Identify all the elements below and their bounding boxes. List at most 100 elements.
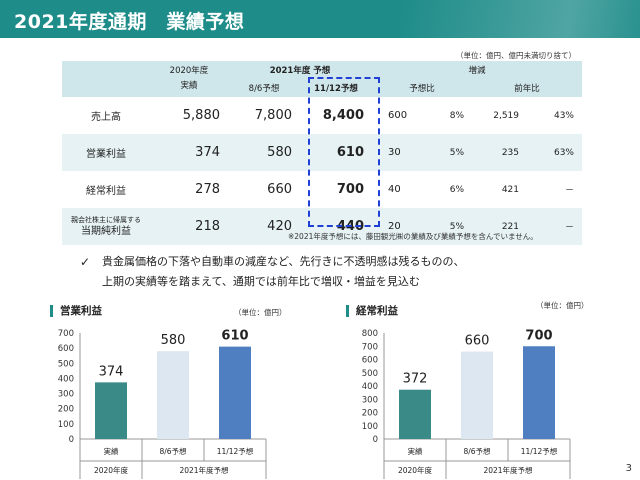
cell-prev: 5,880	[182, 108, 220, 123]
y-tick-label: 200	[58, 405, 74, 415]
header-forecast-nov: 11/12予想	[300, 79, 372, 97]
cell-diff-prev-year: 221	[472, 208, 527, 245]
header-empty-cell	[62, 61, 150, 97]
bar	[219, 346, 251, 439]
cell-aug: 7,800	[254, 108, 292, 123]
row-label-net-income: 親会社株主に帰属する 当期純利益	[62, 208, 150, 245]
y-tick-label: 700	[362, 342, 378, 352]
commentary-line-2: 上期の実績等を踏まえて、通期では前年比で増収・増益を見込む	[102, 275, 420, 288]
header-forecast-aug: 8/6予想	[228, 79, 300, 97]
table-row-ordinary-profit: 経常利益 278 660 700 40 6% 421 －	[62, 171, 582, 208]
cell-aug: 420	[228, 208, 300, 245]
bar-value-label: 374	[99, 364, 124, 379]
slide-header: 2021年度通期 業績予想	[0, 0, 640, 38]
cell-pct-forecast: 6%	[449, 184, 464, 195]
cell-nov: 610	[300, 134, 372, 171]
chart-unit-ordinary-profit: （単位：億円）	[536, 301, 589, 310]
row-label: 売上高	[91, 112, 121, 123]
cell-pct-forecast: 5%	[422, 208, 472, 245]
bar	[461, 351, 493, 439]
header-decoration	[400, 0, 640, 38]
highlight-dashed-box	[308, 77, 380, 227]
header-prev-year-line1: 2020年度	[169, 66, 209, 76]
y-tick-label: 300	[58, 390, 74, 400]
y-tick-label: 600	[58, 344, 74, 354]
cell-diff-forecast: 30	[372, 134, 422, 171]
y-tick-label: 100	[58, 420, 74, 430]
header-vs-prev-year: 前年比	[472, 79, 582, 97]
cell-diff-prev-year: 2,519	[493, 110, 519, 121]
y-tick-label: 400	[362, 382, 378, 392]
cell-diff-prev-year: 235	[472, 134, 527, 171]
bar-value-label: 660	[465, 334, 490, 349]
cell-pct-prev-year: 63%	[527, 134, 582, 171]
x-category-label: 8/6予想	[463, 446, 491, 456]
x-category-label: 実績	[104, 446, 119, 456]
table-header-row-2: 8/6予想 11/12予想 予想比 前年比	[62, 79, 582, 97]
table-row-net-income: 親会社株主に帰属する 当期純利益 218 420 440 20 5% 221 －	[62, 208, 582, 245]
cell-diff-forecast: 20	[372, 208, 422, 245]
cell-pct-prev-year: －	[527, 208, 582, 245]
bar	[523, 346, 555, 439]
checkmark-icon: ✓	[80, 255, 91, 269]
cell-prev: 374	[150, 134, 228, 171]
chart-title-ordinary-profit: 経常利益	[346, 305, 398, 317]
y-tick-label: 0	[373, 435, 378, 445]
cell-pct-prev-year: －	[564, 186, 574, 196]
bar-value-label: 700	[525, 328, 552, 343]
x-group-label: 2020年度	[398, 465, 433, 475]
x-group-label: 2021年度予想	[483, 465, 533, 475]
table-header-row-1: 2020年度 実績 2021年度 予想 増減	[62, 61, 582, 97]
y-tick-label: 100	[362, 422, 378, 432]
y-tick-label: 500	[362, 369, 378, 379]
cell-pct-forecast: 5%	[422, 134, 472, 171]
slide-title: 2021年度通期 業績予想	[14, 11, 245, 33]
ordinary-profit-chart: 0 100 200 300 400 500 600 700 800 372 実績 660 8/6予想 70…	[362, 328, 571, 479]
cell-nov: 8,400	[322, 108, 364, 123]
bar	[95, 382, 127, 439]
cell-aug: 660	[267, 182, 292, 197]
cell-diff-forecast: 600	[388, 110, 408, 121]
cell-diff-prev-year: 421	[501, 184, 519, 195]
header-forecast-group: 2021年度 予想	[228, 61, 372, 79]
header-change-group: 増減	[372, 61, 582, 79]
commentary: ✓ 貴金属価格の下落や自動車の減産など、先行きに不透明感は残るものの、 上期の実…	[80, 252, 464, 292]
x-category-label: 11/12予想	[521, 446, 558, 456]
y-tick-label: 400	[58, 374, 74, 384]
y-tick-label: 0	[69, 435, 74, 445]
cell-nov: 700	[336, 182, 364, 197]
row-label: 営業利益	[62, 134, 150, 171]
bar	[157, 351, 189, 439]
x-category-label: 実績	[408, 446, 423, 456]
y-tick-label: 700	[58, 329, 74, 339]
cell-pct-forecast: 8%	[449, 110, 464, 121]
bar-value-label: 610	[221, 329, 248, 344]
y-tick-label: 200	[362, 409, 378, 419]
x-group-label: 2021年度予想	[179, 465, 229, 475]
y-tick-label: 600	[362, 356, 378, 366]
table-unit-note: （単位：億円、億円未満切り捨て）	[456, 51, 576, 60]
header-vs-forecast: 予想比	[372, 79, 472, 97]
table-row-sales: 売上高 5,880 7,800 8,400 600 8% 2,519 43%	[62, 97, 582, 134]
chart-title-operating-profit: 営業利益	[50, 305, 102, 317]
x-group-label: 2020年度	[94, 465, 129, 475]
page-number: 3	[625, 463, 632, 474]
header-prev-year-line2: 実績	[180, 81, 198, 91]
y-tick-label: 500	[58, 359, 74, 369]
chart-unit-operating-profit: （単位：億円）	[234, 308, 287, 317]
x-category-label: 8/6予想	[159, 446, 187, 456]
bar-value-label: 580	[161, 333, 186, 348]
row-label-small: 親会社株主に帰属する	[71, 216, 141, 224]
cell-pct-prev-year: 43%	[553, 110, 574, 121]
bar-value-label: 372	[403, 372, 428, 387]
cell-prev: 218	[150, 208, 228, 245]
table-row-operating-profit: 営業利益 374 580 610 30 5% 235 63%	[62, 134, 582, 171]
y-tick-label: 300	[362, 395, 378, 405]
forecast-table: 2020年度 実績 2021年度 予想 増減 8/6予想 11/12予想 予想比…	[62, 61, 582, 245]
cell-prev: 278	[195, 182, 220, 197]
y-tick-label: 800	[362, 329, 378, 339]
cell-aug: 580	[228, 134, 300, 171]
row-label: 経常利益	[86, 186, 126, 197]
commentary-line-1: 貴金属価格の下落や自動車の減産など、先行きに不透明感は残るものの、	[102, 255, 465, 268]
header-prev-year: 2020年度 実績	[150, 61, 228, 97]
